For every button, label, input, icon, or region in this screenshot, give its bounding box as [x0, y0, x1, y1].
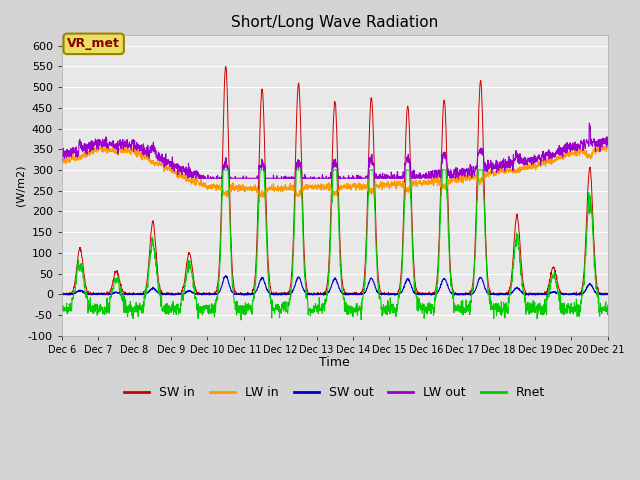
LW in [58, 159, 66, 165]
LW out [351, 175, 358, 181]
LW in [210, 183, 218, 189]
SW in [363, 223, 371, 228]
SW in [211, 290, 218, 296]
LW in [259, 194, 266, 200]
SW out [58, 292, 66, 298]
SW out [351, 290, 359, 296]
Y-axis label: (W/m2): (W/m2) [15, 165, 25, 206]
LW in [571, 151, 579, 157]
LW in [363, 185, 371, 191]
Rnet [237, 317, 245, 323]
SW in [58, 291, 66, 297]
SW out [572, 291, 579, 297]
LW out [493, 166, 501, 171]
Line: SW in: SW in [62, 67, 608, 294]
SW in [494, 291, 502, 297]
LW in [351, 184, 358, 190]
LW out [586, 120, 593, 126]
SW out [604, 291, 612, 297]
LW in [604, 144, 612, 150]
SW out [64, 292, 72, 298]
LW out [363, 174, 371, 180]
SW out [363, 286, 371, 292]
Rnet [363, 236, 371, 241]
LW out [556, 148, 564, 154]
Rnet [58, 308, 66, 313]
Line: LW out: LW out [62, 123, 608, 178]
Rnet [494, 307, 502, 313]
SW in [351, 291, 359, 297]
SW out [222, 273, 230, 278]
Text: VR_met: VR_met [67, 37, 120, 50]
Line: Rnet: Rnet [62, 170, 608, 320]
LW out [571, 144, 579, 149]
LW out [58, 151, 66, 157]
Title: Short/Long Wave Radiation: Short/Long Wave Radiation [231, 15, 438, 30]
Rnet [351, 308, 359, 314]
SW in [572, 291, 579, 297]
LW out [188, 175, 196, 181]
Rnet [210, 307, 218, 313]
SW in [556, 288, 564, 294]
Legend: SW in, LW in, SW out, LW out, Rnet: SW in, LW in, SW out, LW out, Rnet [119, 382, 550, 405]
Line: SW out: SW out [62, 276, 608, 295]
LW in [603, 143, 611, 148]
Rnet [572, 309, 579, 315]
LW in [493, 170, 501, 176]
Line: LW in: LW in [62, 145, 608, 197]
SW out [211, 291, 218, 297]
SW out [556, 291, 564, 297]
Rnet [556, 291, 564, 297]
LW out [604, 139, 612, 144]
SW in [222, 64, 230, 70]
LW out [211, 175, 218, 181]
Rnet [220, 167, 227, 173]
SW in [58, 291, 66, 297]
SW out [494, 291, 502, 297]
Rnet [604, 302, 612, 308]
LW in [556, 155, 564, 161]
X-axis label: Time: Time [319, 356, 350, 369]
SW in [604, 291, 612, 297]
